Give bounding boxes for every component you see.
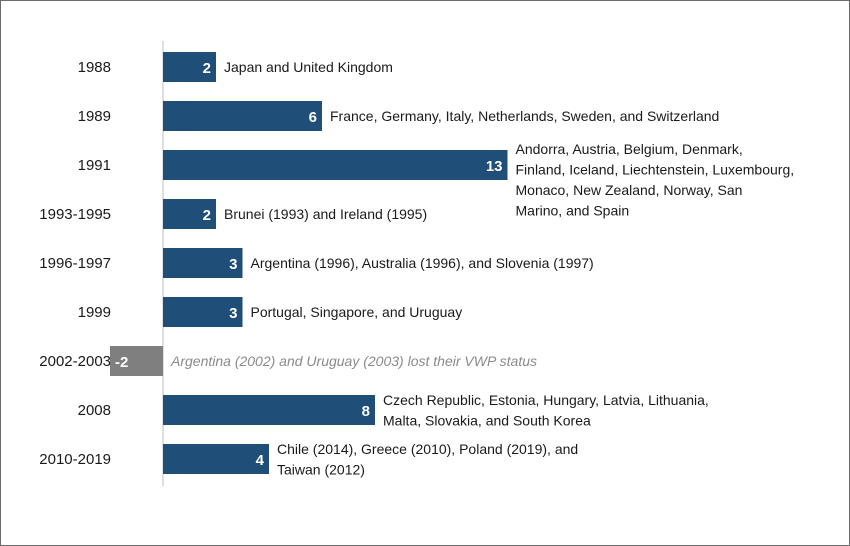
bar-annotation: France, Germany, Italy, Netherlands, Swe… bbox=[330, 108, 719, 124]
bar-annotation: Malta, Slovakia, and South Korea bbox=[383, 413, 591, 429]
bar bbox=[163, 199, 216, 229]
bar-value-label: 2 bbox=[203, 60, 211, 77]
bar bbox=[163, 150, 508, 180]
category-label: 1993-1995 bbox=[39, 206, 111, 223]
bar-annotation: Andorra, Austria, Belgium, Denmark, bbox=[516, 141, 743, 157]
category-label: 1991 bbox=[78, 157, 111, 174]
category-label: 1988 bbox=[78, 59, 111, 76]
bar bbox=[163, 248, 243, 278]
bar-value-label: 3 bbox=[229, 256, 237, 273]
category-label: 2008 bbox=[78, 402, 111, 419]
bar bbox=[163, 101, 322, 131]
bar-annotation: Argentina (2002) and Uruguay (2003) lost… bbox=[170, 353, 537, 369]
bar-value-label: 4 bbox=[256, 452, 265, 469]
bar-value-label: 13 bbox=[486, 158, 503, 175]
bar-annotation: Chile (2014), Greece (2010), Poland (201… bbox=[277, 441, 578, 457]
bar-annotation: Taiwan (2012) bbox=[277, 462, 365, 478]
bar-value-label: 8 bbox=[362, 403, 370, 420]
bar-value-label: 6 bbox=[309, 109, 317, 126]
category-label: 2002-2003 bbox=[39, 353, 111, 370]
bar-value-label: 3 bbox=[229, 305, 237, 322]
category-label: 1999 bbox=[78, 304, 111, 321]
bar-annotation: Portugal, Singapore, and Uruguay bbox=[251, 304, 463, 320]
category-label: 1989 bbox=[78, 108, 111, 125]
bar bbox=[163, 297, 243, 327]
bar-annotation: Japan and United Kingdom bbox=[224, 59, 393, 75]
bar bbox=[163, 395, 375, 425]
bar-annotation: Argentina (1996), Australia (1996), and … bbox=[251, 255, 594, 271]
bar-annotation: Brunei (1993) and Ireland (1995) bbox=[224, 206, 427, 222]
bar-annotation: Marino, and Spain bbox=[516, 203, 630, 219]
category-label: 2010-2019 bbox=[39, 451, 111, 468]
bar-annotation: Finland, Iceland, Liechtenstein, Luxembo… bbox=[516, 162, 795, 178]
bar-value-label: 2 bbox=[203, 207, 211, 224]
bar bbox=[163, 444, 269, 474]
bar bbox=[110, 346, 163, 376]
bar-value-label: -2 bbox=[115, 354, 128, 371]
bar-annotation: Monaco, New Zealand, Norway, San bbox=[516, 182, 743, 198]
bar-annotation: Czech Republic, Estonia, Hungary, Latvia… bbox=[383, 392, 709, 408]
bar bbox=[163, 52, 216, 82]
category-label: 1996-1997 bbox=[39, 255, 111, 272]
